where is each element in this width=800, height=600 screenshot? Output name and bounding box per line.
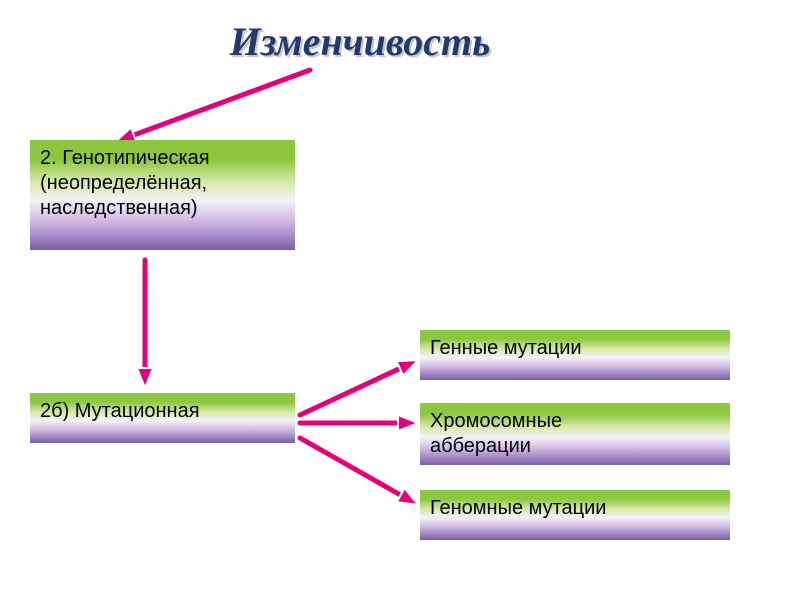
box-text-line: (неопределённая, — [40, 171, 285, 196]
box-text-line: Хромосомные — [430, 409, 720, 434]
box-genotypic: 2. Генотипическая (неопределённая, насле… — [30, 140, 295, 250]
box-genomic-mutations: Геномные мутации — [420, 490, 730, 540]
box-text-line: наследственная) — [40, 196, 285, 221]
box-text-line: 2. Генотипическая — [40, 146, 285, 171]
box-chromosome-aberrations: Хромосомные абберации — [420, 403, 730, 465]
box-text-line: Генные мутации — [430, 336, 720, 361]
box-text-line: 2б) Мутационная — [40, 399, 285, 424]
box-text-line: абберации — [430, 434, 720, 459]
box-text-line: Геномные мутации — [430, 496, 720, 521]
box-mutational: 2б) Мутационная — [30, 393, 295, 443]
box-gene-mutations: Генные мутации — [420, 330, 730, 380]
page-title: Изменчивость — [180, 18, 540, 65]
